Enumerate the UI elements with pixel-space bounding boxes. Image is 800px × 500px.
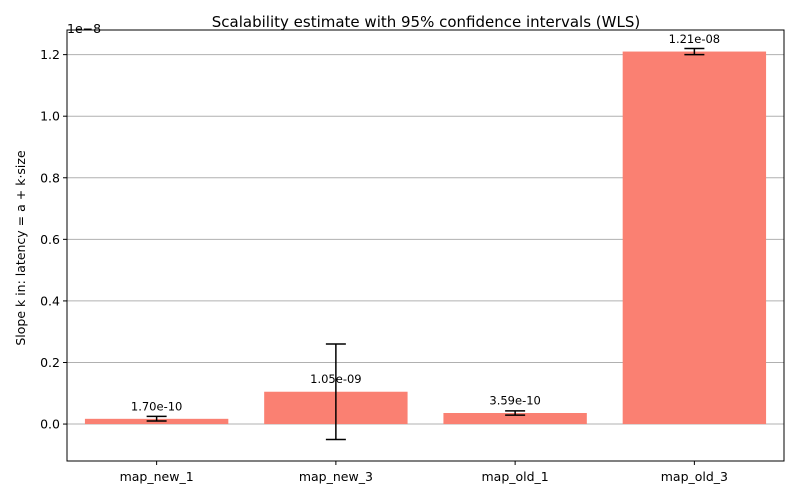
y-tick-label: 0.2: [40, 355, 60, 370]
error-bars: [146, 47, 705, 441]
y-axis-offset-label: 1e−8: [67, 21, 101, 36]
y-tick-label: 0.8: [40, 170, 60, 185]
bar-map_old_1: [443, 413, 587, 425]
y-tick-label: 1.0: [40, 109, 60, 124]
plot-frame: [66, 29, 785, 462]
bar-map_old_3: [622, 51, 767, 425]
data-label-map_new_1: 1.70e-10: [131, 399, 182, 413]
x-tick-label: map_new_1: [120, 469, 194, 484]
x-tick-label: map_new_3: [299, 469, 373, 484]
data-label-map_new_3: 1.05e-09: [310, 372, 361, 386]
y-axis-label: Slope k in: latency = a + k·size: [13, 150, 28, 346]
data-labels: 1.70e-10 1.05e-09 3.59e-10 1.21e-08: [131, 32, 720, 413]
axes: 0.0 0.2 0.4 0.6 0.8 1.0 1.2 map_new_1 map_new_3 m…: [40, 29, 785, 484]
bars: [84, 51, 767, 425]
y-tick-label: 0.0: [40, 417, 60, 432]
chart-title: Scalability estimate with 95% confidence…: [212, 13, 640, 31]
y-tick-label: 0.4: [40, 293, 60, 308]
grid-lines: [67, 54, 784, 425]
y-tick-label: 1.2: [40, 47, 60, 62]
x-tick-label: map_old_3: [661, 469, 728, 484]
data-label-map_old_3: 1.21e-08: [669, 32, 720, 46]
x-tick-label: map_old_1: [481, 469, 548, 484]
data-label-map_old_1: 3.59e-10: [489, 393, 540, 407]
y-tick-label: 0.6: [40, 232, 60, 247]
